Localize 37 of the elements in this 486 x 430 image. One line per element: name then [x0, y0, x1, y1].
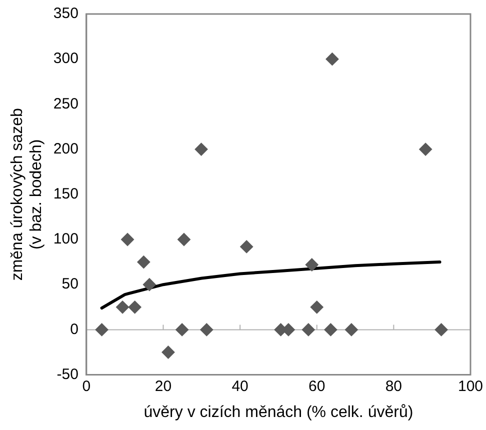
x-tick-label: 80	[385, 378, 402, 395]
point	[95, 323, 108, 336]
point	[194, 142, 208, 156]
x-tick-label: 40	[232, 378, 248, 395]
point	[305, 258, 318, 272]
y-tick-label: 350	[53, 5, 78, 22]
y-tick-label: 150	[53, 186, 78, 203]
y-tick-label: 50	[62, 276, 78, 293]
point	[200, 323, 214, 336]
y-tick-label: 200	[53, 140, 78, 158]
y-tick-label: 250	[53, 95, 78, 112]
point	[326, 52, 339, 66]
x-axis-title: úvěry v cizích měnách (% celk. úvěrů)	[144, 404, 414, 421]
point	[419, 142, 432, 156]
point	[128, 300, 142, 314]
point	[240, 240, 254, 254]
point	[310, 300, 324, 314]
point	[177, 233, 190, 246]
point	[434, 323, 448, 336]
point	[142, 278, 156, 292]
point	[344, 323, 358, 336]
y-axis-title: změna úrokových sazeb (v baz. bodech)	[9, 108, 46, 281]
y-tick-label: 300	[53, 50, 78, 68]
y-tick-label: -50	[56, 366, 78, 383]
y-tick-label: 0	[70, 320, 78, 338]
point	[137, 256, 150, 269]
point	[302, 323, 315, 336]
point	[176, 323, 189, 336]
point	[121, 233, 134, 246]
x-tick-label: 20	[154, 378, 172, 395]
x-tick-label: 0	[82, 378, 91, 395]
point	[116, 300, 130, 314]
point	[324, 323, 338, 336]
point	[162, 346, 175, 359]
y-tick-label: 100	[53, 230, 78, 248]
x-tick-label: 100	[458, 378, 483, 395]
x-tick-label: 60	[308, 378, 326, 395]
